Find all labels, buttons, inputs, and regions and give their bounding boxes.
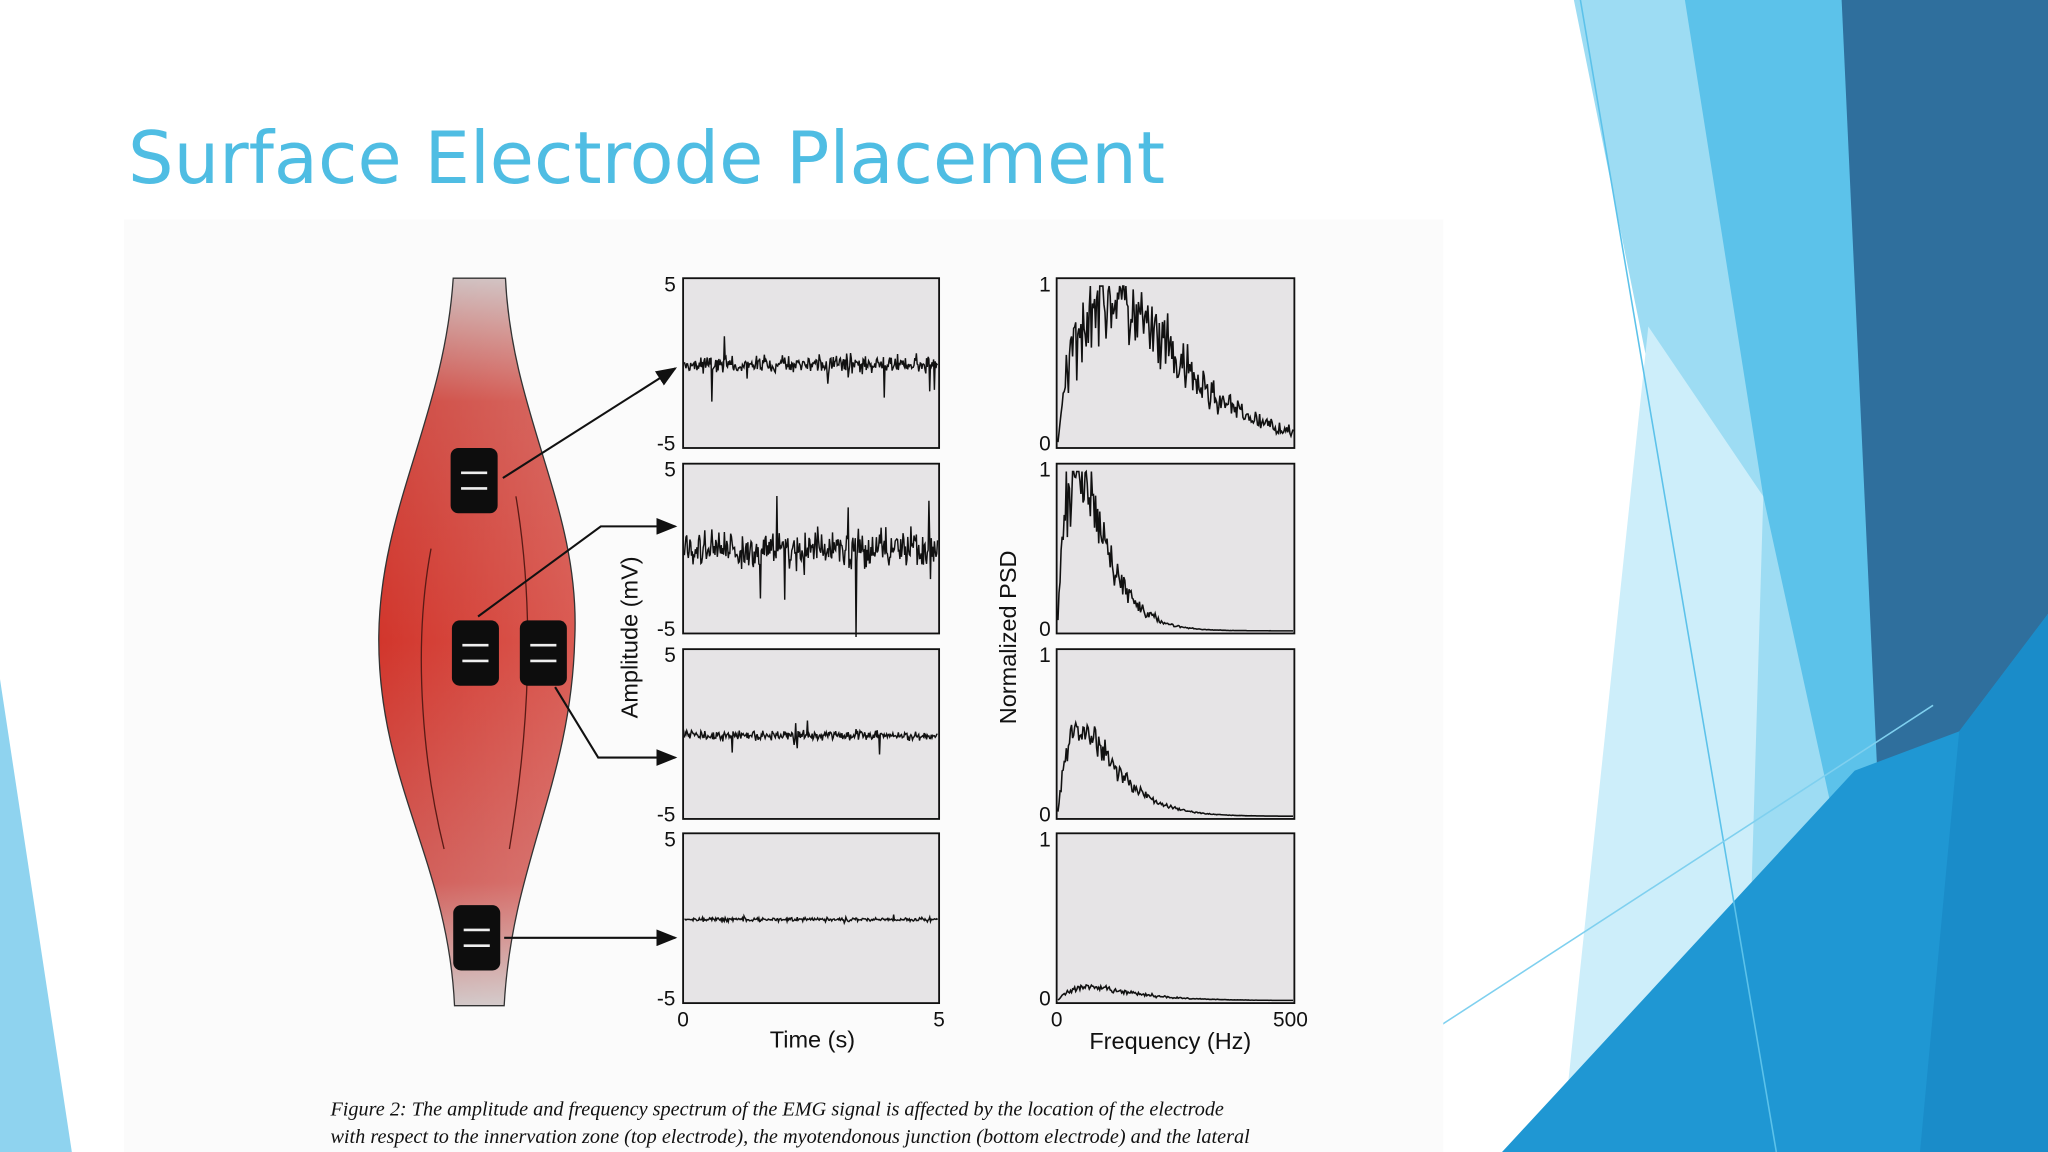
slide-title: Surface Electrode Placement [128, 116, 1165, 200]
y-tick-label: 5 [664, 273, 676, 296]
y-tick-label: 0 [1039, 804, 1051, 827]
y-tick-label: -5 [657, 988, 676, 1011]
emg-trace [683, 336, 939, 402]
electrode [451, 620, 499, 686]
y-tick-label: -5 [657, 618, 676, 641]
electrodes [450, 448, 567, 971]
x-tick-label: 0 [677, 1009, 689, 1032]
y-tick-label: 1 [1039, 828, 1051, 851]
emg-trace [683, 720, 938, 755]
psd-trace [1057, 285, 1294, 443]
y-tick-label: 0 [1039, 433, 1051, 456]
psd-label: Normalized PSD [995, 551, 1021, 725]
y-tick-label: 5 [664, 828, 676, 851]
arrow [554, 686, 678, 766]
psd-panel [1055, 832, 1296, 1005]
time-panel [682, 648, 941, 820]
emg-trace [684, 913, 939, 926]
emg-trace [683, 496, 939, 638]
psd-panel [1055, 648, 1296, 820]
x-tick-label: 0 [1051, 1009, 1063, 1032]
psd-panel [1055, 462, 1296, 635]
y-tick-label: 5 [664, 459, 676, 482]
psd-trace [1057, 719, 1294, 817]
electrode [450, 448, 498, 514]
y-tick-label: 1 [1039, 644, 1051, 667]
y-tick-label: 0 [1039, 988, 1051, 1011]
x-tick-label: 5 [933, 1009, 945, 1032]
amplitude-label: Amplitude (mV) [616, 556, 642, 718]
y-tick-label: 1 [1039, 459, 1051, 482]
arrow [477, 518, 678, 618]
psd-trace [1057, 983, 1294, 1002]
decor [1357, 704, 1934, 1080]
electrode [453, 905, 501, 971]
electrode [519, 620, 567, 686]
y-tick-label: -5 [657, 804, 676, 827]
arrows [477, 367, 678, 947]
decor [1920, 613, 2048, 1152]
decor [1841, 0, 2048, 849]
y-tick-label: 1 [1039, 273, 1051, 296]
psd-trace [1057, 469, 1294, 632]
y-tick-label: 0 [1039, 618, 1051, 641]
y-tick-label: -5 [657, 433, 676, 456]
time-label: Time (s) [770, 1027, 855, 1053]
arrow [502, 367, 678, 479]
decor [0, 679, 72, 1152]
decor [1502, 613, 2048, 1152]
frequency-label: Frequency (Hz) [1089, 1028, 1251, 1054]
x-tick-label: 500 [1273, 1009, 1308, 1032]
decor [1684, 0, 1907, 915]
decor [1579, 0, 1778, 1152]
caption-line: with respect to the innervation zone (to… [330, 1126, 1250, 1148]
y-tick-label: 5 [664, 644, 676, 667]
caption-line: Figure 2: The amplitude and frequency sp… [329, 1098, 1223, 1120]
